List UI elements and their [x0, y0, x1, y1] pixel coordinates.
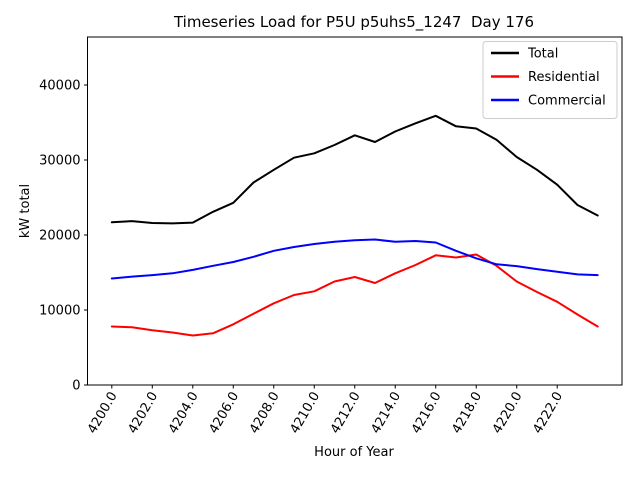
legend-label-residential: Residential	[528, 70, 600, 85]
x-tick-label: 4208.0	[247, 390, 283, 437]
x-tick-label: 4210.0	[287, 390, 323, 437]
x-tick-label: 4212.0	[328, 390, 364, 437]
y-tick-label: 20000	[39, 229, 80, 244]
y-tick-label: 40000	[39, 79, 80, 94]
chart-title: Timeseries Load for P5U p5uhs5_1247 Day …	[173, 13, 534, 32]
axis-ticks: 4200.0 4202.0 4204.0 4206.0 4208.0 4210.0 4212…	[39, 79, 566, 437]
y-tick-label: 10000	[39, 304, 80, 319]
series-line-residential	[110, 253, 599, 337]
series-line-commercial	[110, 238, 599, 280]
x-tick-label: 4218.0	[449, 390, 485, 437]
legend-label-commercial: Commercial	[528, 94, 606, 109]
x-tick-label: 4206.0	[206, 390, 242, 437]
x-tick-label: 4204.0	[166, 390, 202, 437]
x-tick-label: 4220.0	[490, 390, 526, 437]
legend-label-total: Total	[527, 47, 558, 62]
x-tick-label: 4222.0	[530, 390, 566, 437]
x-tick-label: 4202.0	[125, 390, 161, 437]
data-series	[110, 114, 599, 337]
x-axis-label: Hour of Year	[314, 445, 394, 460]
series-line-total	[110, 114, 599, 225]
x-tick-label: 4200.0	[85, 390, 121, 437]
x-tick-label: 4214.0	[368, 390, 404, 437]
y-tick-label: 0	[72, 379, 80, 394]
legend: Total Residential Commercial	[482, 41, 618, 119]
y-axis-label: kW total	[18, 184, 33, 238]
x-tick-label: 4216.0	[409, 390, 445, 437]
y-tick-label: 30000	[39, 154, 80, 169]
